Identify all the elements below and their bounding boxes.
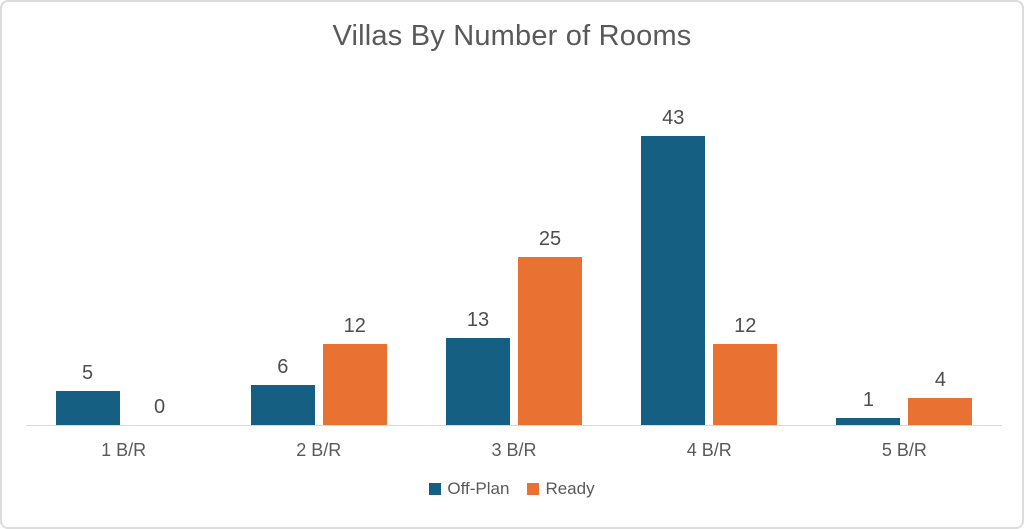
- bar-ready-4-b-r[interactable]: 12: [713, 315, 778, 425]
- bar-value-label: 1: [862, 389, 874, 412]
- legend-label: Off-Plan: [447, 479, 510, 498]
- legend-swatch-off-plan: [429, 483, 442, 495]
- category-label-5-b-r: 5 B/R: [881, 440, 927, 460]
- bar-ready-2-b-r[interactable]: 12: [322, 315, 387, 425]
- bar-off-plan-5-b-r[interactable]: 1: [836, 389, 901, 425]
- bar-value-label: 5: [82, 362, 94, 385]
- bar-off-plan-2-b-r[interactable]: 6: [250, 356, 315, 425]
- bar-value-label: 0: [154, 396, 166, 418]
- bar-ready-5-b-r[interactable]: 4: [908, 369, 973, 425]
- bar-value-label: 12: [343, 315, 366, 338]
- bar-off-plan-4-b-r[interactable]: 43: [641, 107, 706, 425]
- legend-item-off-plan[interactable]: Off-Plan: [429, 479, 509, 499]
- category-group-4-b-r: 43 12: [612, 107, 807, 425]
- bar-off-plan-1-b-r[interactable]: 5: [55, 362, 120, 425]
- category-group-3-b-r: 13 25: [416, 123, 611, 425]
- legend: Off-Plan Ready: [2, 479, 1022, 499]
- plot-area: 5 0 6 12 13 25 43 12 1 4: [26, 107, 1002, 425]
- category-group-2-b-r: 6 12: [221, 123, 416, 425]
- bar-ready-3-b-r[interactable]: 25: [518, 228, 582, 425]
- category-label-4-b-r: 4 B/R: [686, 440, 732, 460]
- bar-value-label: 12: [734, 315, 757, 338]
- bar-value-label: 4: [934, 369, 946, 392]
- category-axis: 1 B/R 2 B/R 3 B/R 4 B/R 5 B/R: [26, 440, 1002, 461]
- bar-value-label: 43: [662, 107, 685, 130]
- bar-value-label: 25: [538, 228, 562, 251]
- bar-off-plan-3-b-r[interactable]: 13: [446, 309, 510, 425]
- category-label-2-b-r: 2 B/R: [296, 440, 342, 460]
- legend-item-ready[interactable]: Ready: [527, 479, 595, 499]
- x-axis-line: [26, 425, 1002, 426]
- chart-title: Villas By Number of Rooms: [332, 20, 692, 52]
- legend-swatch-ready: [527, 483, 540, 495]
- legend-label: Ready: [545, 479, 595, 498]
- bar-value-label: 6: [277, 355, 289, 378]
- category-label-1-b-r: 1 B/R: [101, 440, 147, 460]
- category-label-3-b-r: 3 B/R: [491, 440, 537, 460]
- bar-value-label: 13: [466, 308, 490, 331]
